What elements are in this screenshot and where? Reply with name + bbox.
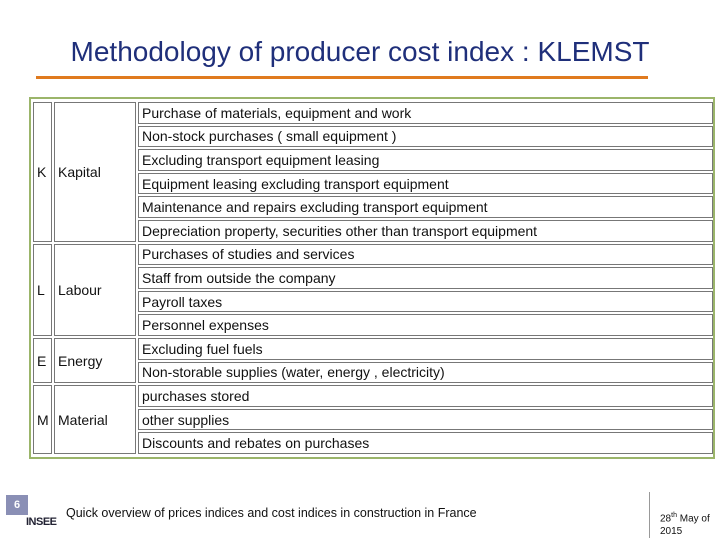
page-number: 6: [6, 495, 28, 515]
group-letter: M: [33, 385, 52, 454]
item: Discounts and rebates on purchases: [138, 432, 713, 454]
item: other supplies: [138, 408, 713, 431]
group-letter: L: [33, 243, 52, 336]
footer-date: 28th May of 2015: [660, 509, 718, 538]
group-letter: E: [33, 338, 52, 384]
group-name: Labour: [54, 243, 136, 336]
date-rest: May of 2015: [660, 513, 710, 538]
item: Purchases of studies and services: [138, 243, 713, 266]
date-suffix: th: [671, 512, 677, 519]
item: Excluding fuel fuels: [138, 338, 713, 360]
group-name: Kapital: [54, 102, 136, 242]
item: Non-storable supplies (water, energy , e…: [138, 361, 713, 384]
klemst-table: K Kapital Purchase of materials, equipment…: [29, 97, 715, 459]
item: Non-stock purchases ( small equipment ): [138, 125, 713, 148]
group-name: Energy: [54, 338, 136, 384]
group-letter: K: [33, 102, 52, 242]
item: Staff from outside the company: [138, 267, 713, 289]
item: Excluding transport equipment leasing: [138, 149, 713, 171]
logo: INSEE: [26, 516, 57, 528]
item: Personnel expenses: [138, 314, 713, 336]
item: Payroll taxes: [138, 290, 713, 313]
title-underline: [36, 76, 648, 79]
item: Equipment leasing excluding transport eq…: [138, 172, 713, 195]
item: Depreciation property, securities other …: [138, 220, 713, 242]
item: Purchase of materials, equipment and wor…: [138, 102, 713, 124]
slide-title: Methodology of producer cost index : KLE…: [70, 36, 650, 67]
date-day: 28: [660, 513, 672, 525]
footer-text: Quick overview of prices indices and cos…: [66, 506, 477, 520]
footer-divider: [649, 492, 650, 538]
item: Maintenance and repairs excluding transp…: [138, 196, 713, 218]
group-name: Material: [54, 385, 136, 454]
item: purchases stored: [138, 385, 713, 407]
